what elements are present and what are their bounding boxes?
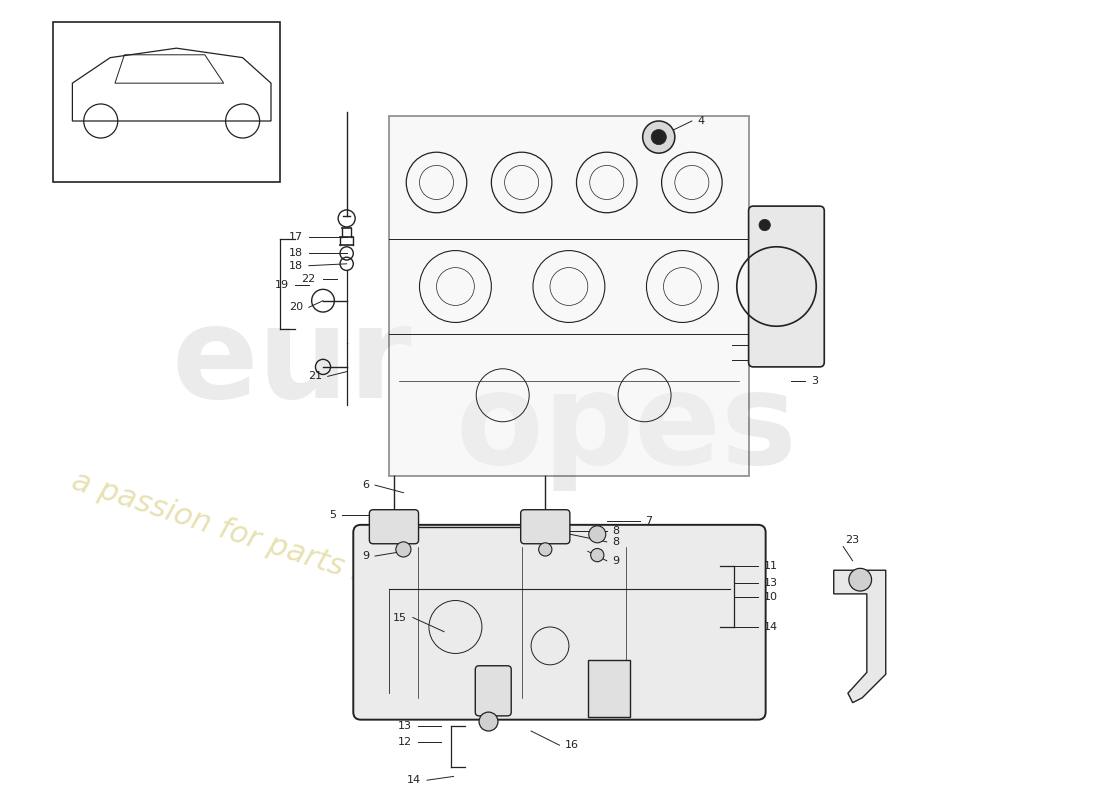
Text: 13: 13	[763, 578, 778, 587]
Text: 23: 23	[845, 535, 859, 545]
Bar	[587, 660, 630, 717]
FancyBboxPatch shape	[353, 525, 766, 720]
Bar	[389, 116, 749, 476]
Text: 14: 14	[763, 622, 778, 632]
Text: 10: 10	[763, 592, 778, 602]
FancyBboxPatch shape	[370, 510, 418, 544]
Text: 2: 2	[756, 355, 763, 366]
Bar	[54, 22, 280, 182]
Text: 18: 18	[289, 249, 304, 258]
Circle shape	[591, 549, 604, 562]
FancyBboxPatch shape	[520, 510, 570, 544]
Polygon shape	[834, 570, 886, 702]
Text: 18: 18	[289, 261, 304, 270]
Text: 3: 3	[811, 376, 818, 386]
Text: 4: 4	[697, 116, 705, 126]
Circle shape	[539, 543, 552, 556]
Text: 13: 13	[398, 722, 411, 731]
Text: 20: 20	[289, 302, 304, 312]
FancyBboxPatch shape	[475, 666, 512, 716]
Text: 8: 8	[613, 526, 619, 535]
Text: 12: 12	[398, 738, 411, 747]
Text: 6: 6	[362, 480, 370, 490]
Text: 1: 1	[756, 340, 763, 350]
Text: 9: 9	[362, 551, 370, 561]
Text: eur: eur	[172, 300, 412, 425]
Circle shape	[588, 526, 606, 543]
Text: 22: 22	[301, 274, 316, 284]
Text: 17: 17	[289, 232, 304, 242]
Text: 15: 15	[393, 613, 407, 622]
Circle shape	[642, 121, 674, 153]
Text: 19: 19	[275, 280, 289, 290]
Text: 21: 21	[308, 371, 322, 382]
Circle shape	[849, 568, 871, 591]
Circle shape	[396, 542, 411, 557]
Text: 5: 5	[329, 510, 337, 520]
Circle shape	[759, 219, 770, 230]
Text: 16: 16	[565, 740, 579, 750]
Text: 9: 9	[613, 556, 619, 566]
Text: opes: opes	[455, 366, 798, 491]
Text: a passion for parts since 1985: a passion for parts since 1985	[68, 466, 515, 636]
Text: 8: 8	[613, 537, 619, 547]
Text: 7: 7	[646, 516, 652, 526]
Text: 14: 14	[407, 775, 421, 785]
Text: 11: 11	[763, 561, 778, 570]
Circle shape	[651, 130, 667, 145]
FancyBboxPatch shape	[749, 206, 824, 367]
Circle shape	[480, 712, 498, 731]
